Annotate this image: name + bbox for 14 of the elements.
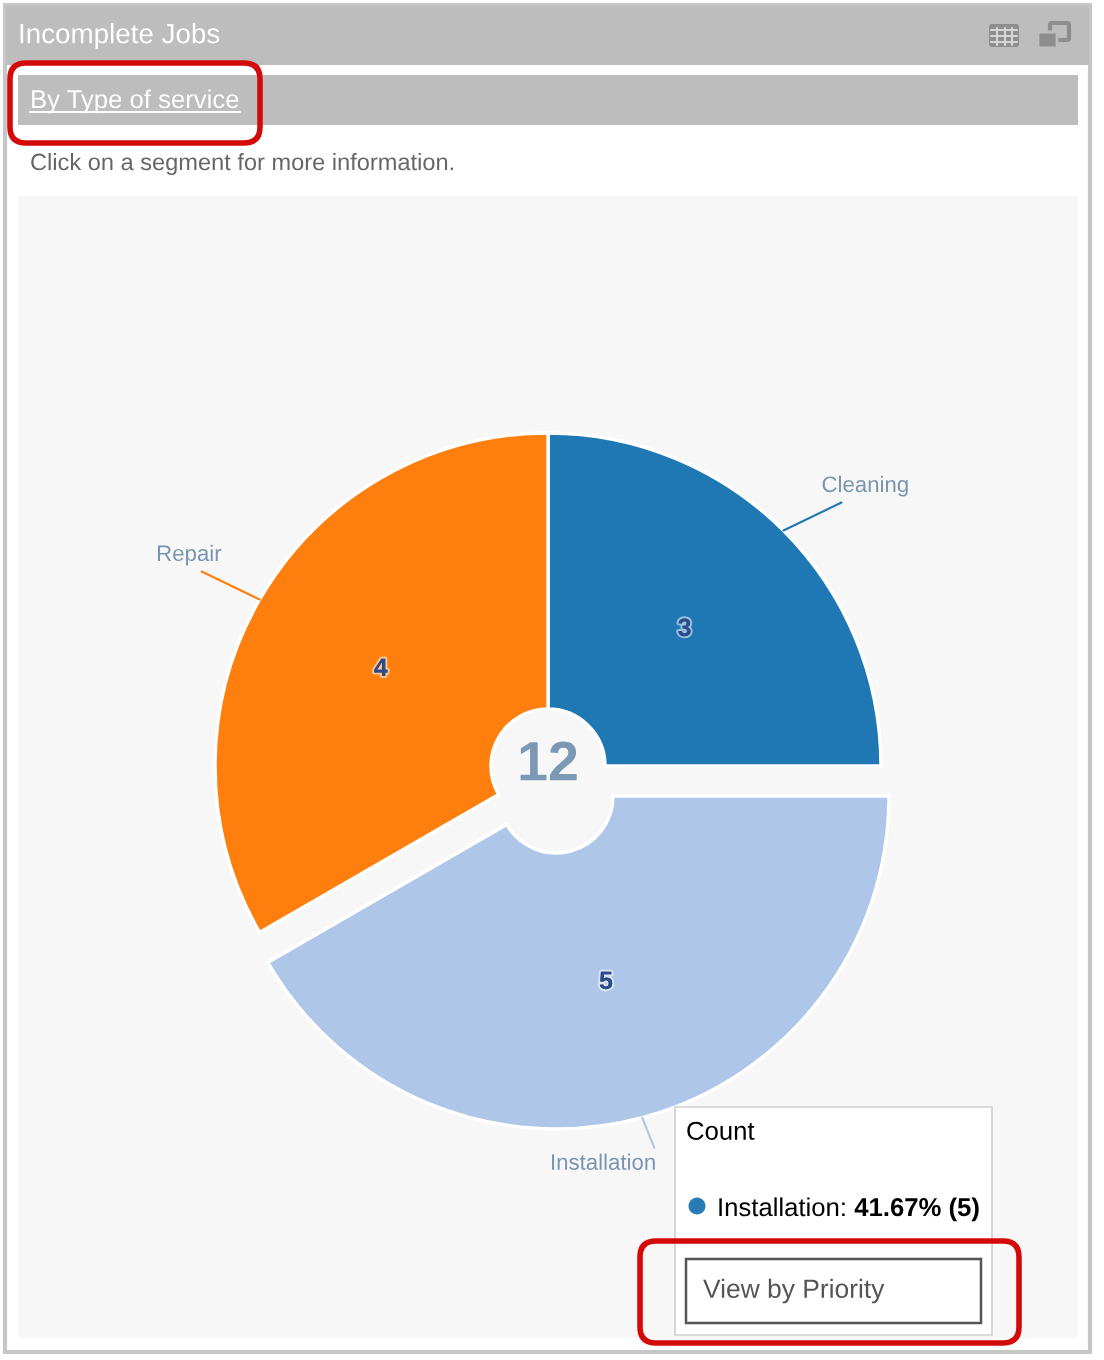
text: 41.67% (5) [854, 1197, 979, 1222]
chart-title: Incomplete Jobs [20, 23, 220, 49]
slice-label: Cleaning [822, 475, 908, 497]
data-label: 5 [599, 971, 613, 990]
slice-label: Installation [552, 1153, 655, 1170]
text: Click on a segment for more information. [31, 153, 454, 176]
slice-label: Repair [157, 544, 222, 566]
chart-subtitle: By Type of service [32, 89, 239, 114]
text: Count [687, 1121, 755, 1140]
text: 12 [520, 741, 577, 781]
text: Installation: [719, 1197, 845, 1217]
data-label: 3 [678, 618, 691, 637]
data-label: 4 [374, 658, 388, 676]
text: View by Priority [703, 1278, 885, 1304]
